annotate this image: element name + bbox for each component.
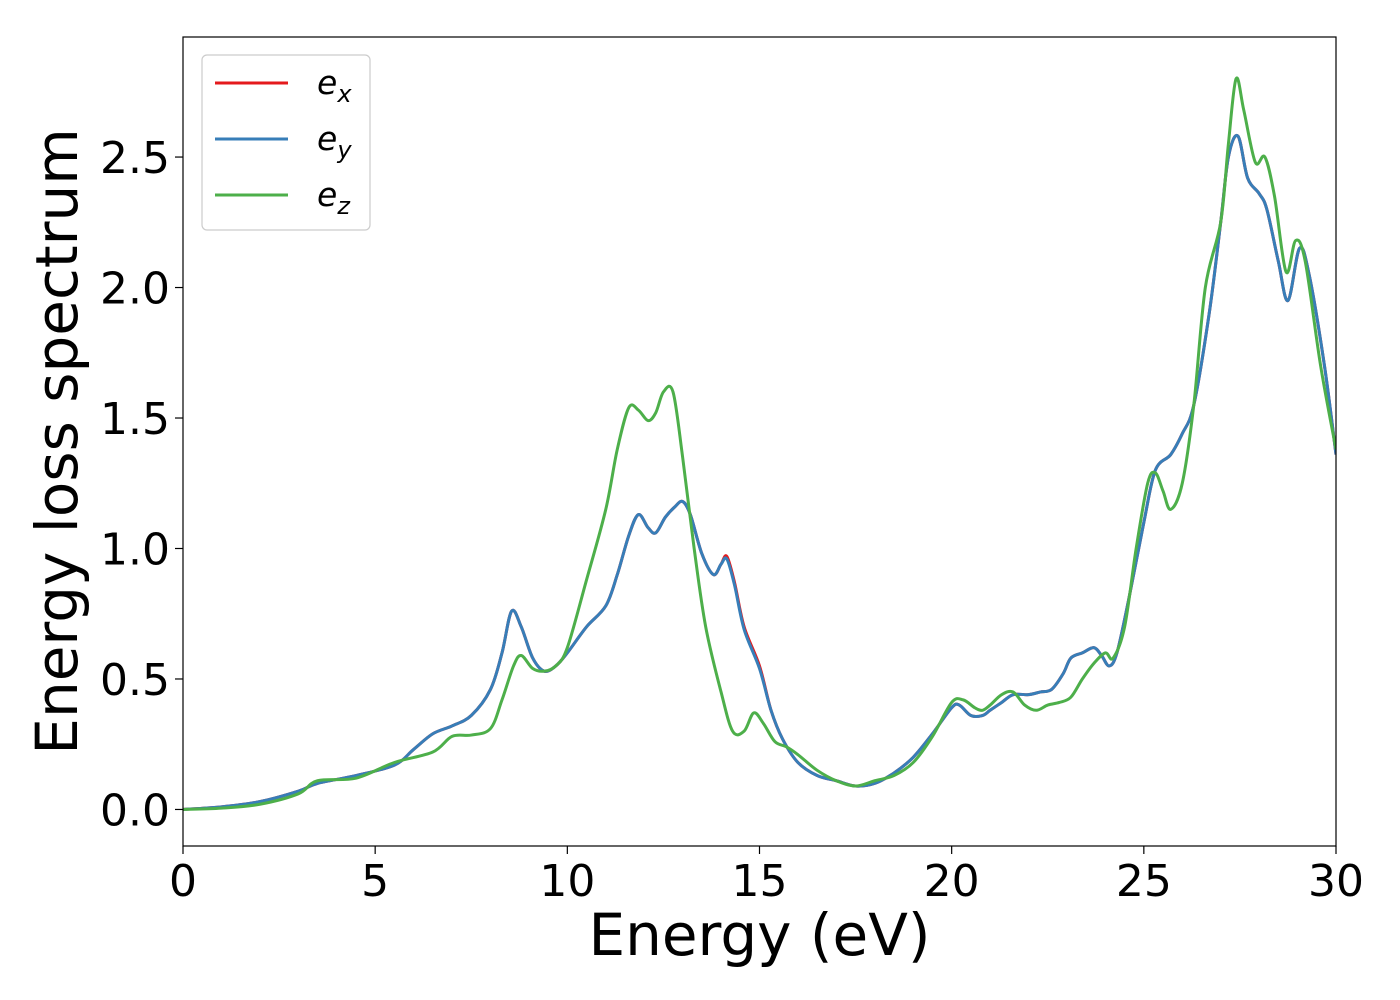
y-tick-label: 0.0 — [100, 785, 170, 836]
x-tick-label: 5 — [361, 856, 389, 907]
legend-item-ez: ez — [215, 175, 351, 220]
x-tick-label: 0 — [169, 856, 197, 907]
y-tick-label: 2.5 — [100, 133, 170, 184]
y-axis-label: Energy loss spectrum — [23, 128, 91, 754]
legend-box — [201, 54, 371, 231]
legend-label: ex — [317, 63, 352, 108]
series-line-ey — [183, 133, 1336, 811]
x-axis-ticks: 0 5 10 15 20 25 30 — [169, 846, 1364, 907]
plot-lines — [183, 76, 1336, 811]
y-axis-ticks: 0.0 0.5 1.0 1.5 2.0 2.5 — [100, 133, 183, 836]
legend-item-ey: ey — [215, 119, 352, 164]
y-tick-label: 2.0 — [100, 264, 170, 315]
legend: ex ey ez — [201, 54, 371, 231]
y-tick-label: 0.5 — [100, 655, 170, 706]
x-tick-label: 10 — [539, 856, 595, 907]
series-line-ez — [183, 76, 1336, 811]
x-tick-label: 30 — [1308, 856, 1364, 907]
legend-label: ez — [317, 175, 351, 220]
x-tick-label: 15 — [732, 856, 788, 907]
x-tick-label: 25 — [1116, 856, 1172, 907]
y-tick-label: 1.5 — [100, 394, 170, 445]
series-line-ex — [183, 133, 1336, 811]
y-tick-label: 1.0 — [100, 524, 170, 575]
x-tick-label: 20 — [924, 856, 980, 907]
legend-item-ex: ex — [215, 63, 352, 108]
legend-label: ey — [317, 119, 352, 164]
x-axis-label: Energy (eV) — [588, 901, 930, 969]
